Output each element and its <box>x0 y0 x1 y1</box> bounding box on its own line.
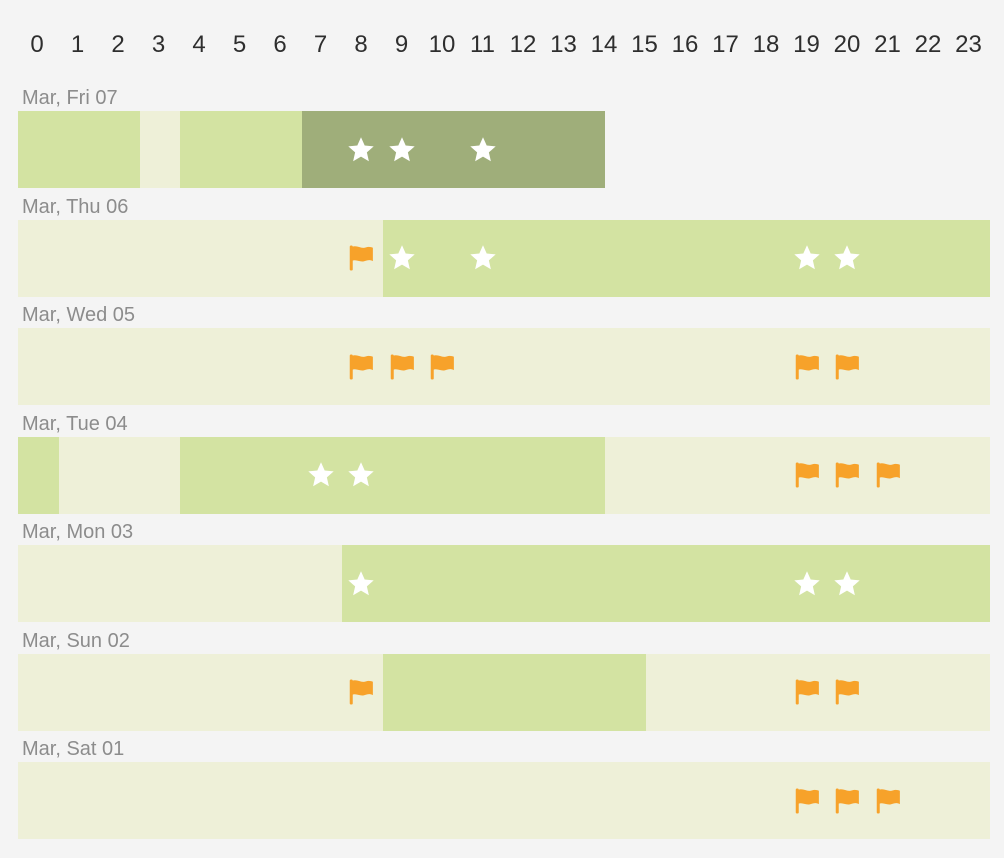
hour-label: 19 <box>793 31 820 58</box>
hour-label: 7 <box>313 31 328 58</box>
hour-label: 15 <box>631 31 658 58</box>
star-icon <box>344 458 378 492</box>
hour-label: 23 <box>955 31 982 58</box>
day-label: Mar, Sun 02 <box>22 629 130 652</box>
day-track <box>18 219 990 297</box>
hour-label: 8 <box>354 31 368 58</box>
hour-label: 6 <box>273 31 287 58</box>
hour-label: 10 <box>428 31 456 58</box>
day-label: Mar, Fri 07 <box>22 87 118 109</box>
activity-segment <box>58 436 180 514</box>
hour-label: 4 <box>192 31 206 58</box>
star-icon <box>466 241 500 275</box>
activity-segment <box>342 545 990 622</box>
hour-label: 21 <box>874 31 901 58</box>
day-track <box>18 328 990 405</box>
hour-label: 22 <box>914 31 942 58</box>
hour-label: 12 <box>509 31 537 58</box>
day-label: Mar, Tue 04 <box>22 412 128 435</box>
star-icon <box>830 241 864 275</box>
flag-icon <box>830 675 864 709</box>
flag-icon <box>425 350 459 384</box>
hour-label: 3 <box>151 31 166 58</box>
activity-segment <box>18 111 140 188</box>
flag-icon <box>830 784 864 818</box>
flag-icon <box>871 458 905 492</box>
flag-icon <box>385 350 419 384</box>
day-label: Mar, Sat 01 <box>22 738 125 760</box>
flag-icon <box>830 458 864 492</box>
day-track <box>18 436 990 514</box>
hour-label: 20 <box>833 31 861 58</box>
star-icon <box>830 567 864 601</box>
hour-label: 13 <box>550 31 577 58</box>
flag-icon <box>790 784 824 818</box>
star-icon <box>790 567 824 601</box>
flag-icon <box>344 350 378 384</box>
day-label: Mar, Mon 03 <box>22 521 134 543</box>
activity-segment <box>18 545 342 622</box>
hour-label: 2 <box>111 31 125 58</box>
hour-label: 9 <box>394 31 409 58</box>
activity-segment <box>18 762 990 839</box>
hour-label: 5 <box>232 31 247 58</box>
day-track <box>18 545 990 622</box>
flag-icon <box>790 458 824 492</box>
flag-icon <box>344 675 378 709</box>
activity-segment <box>139 111 180 188</box>
day-track <box>18 111 606 188</box>
star-icon <box>344 567 378 601</box>
star-icon <box>385 133 419 167</box>
star-icon <box>344 133 378 167</box>
activity-segment <box>382 653 646 731</box>
flag-icon <box>790 675 824 709</box>
hour-label: 16 <box>671 31 699 58</box>
flag-icon <box>344 241 378 275</box>
star-icon <box>466 133 500 167</box>
activity-segment <box>180 436 606 514</box>
flag-icon <box>830 350 864 384</box>
day-track <box>18 653 990 731</box>
flag-icon <box>871 784 905 818</box>
hour-label: 17 <box>712 31 739 58</box>
hour-label: 0 <box>30 31 44 58</box>
activity-segment <box>180 111 302 188</box>
star-icon <box>790 241 824 275</box>
hour-label: 11 <box>470 31 495 58</box>
activity-segment <box>18 653 383 731</box>
star-icon <box>304 458 338 492</box>
day-label: Mar, Thu 06 <box>22 195 129 218</box>
activity-segment <box>18 328 990 405</box>
activity-segment <box>301 111 606 188</box>
hour-label: 18 <box>752 31 780 58</box>
hour-label: 14 <box>590 31 618 58</box>
hour-label: 1 <box>70 31 85 58</box>
star-icon <box>385 241 419 275</box>
day-track <box>18 762 990 839</box>
day-label: Mar, Wed 05 <box>22 304 136 326</box>
flag-icon <box>790 350 824 384</box>
activity-segment <box>18 219 383 297</box>
activity-segment <box>18 436 59 514</box>
